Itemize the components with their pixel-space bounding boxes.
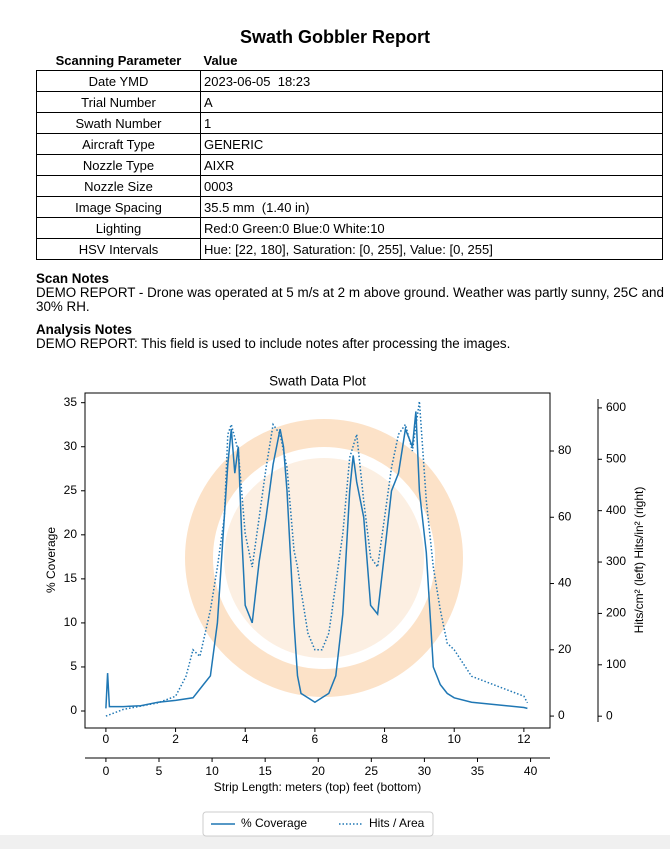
x-axis-label: Strip Length: meters (top) feet (bottom) <box>214 780 421 794</box>
y-axis-label: % Coverage <box>44 527 58 593</box>
y-tick-label: 10 <box>64 615 78 629</box>
scan-notes: Scan Notes DEMO REPORT - Drone was operat… <box>36 272 666 314</box>
table-cell: Swath Number <box>36 112 201 134</box>
header-cell: Value <box>203 52 238 68</box>
x2-tick-label: 15 <box>258 764 272 778</box>
watermark <box>185 419 463 697</box>
table-row: Trial Number A <box>36 91 663 113</box>
y3-tick-label: 300 <box>606 554 626 568</box>
y2-tick-label: 60 <box>558 509 572 523</box>
y2-tick-label: 40 <box>558 576 572 590</box>
note-text: DEMO REPORT - Drone was operated at 5 m/… <box>36 285 664 314</box>
table-cell: Red:0 Green:0 Blue:0 White:10 <box>200 217 663 239</box>
legend-label: Hits / Area <box>369 816 425 830</box>
y-tick-label: 30 <box>64 439 78 453</box>
parameter-table: Scanning Parameter Value Date YMD 2023-06-… <box>36 50 663 260</box>
x2-tick-label: 10 <box>205 764 219 778</box>
y2-tick-label: 80 <box>558 443 572 457</box>
x2-tick-label: 20 <box>312 764 326 778</box>
y-tick-label: 20 <box>64 527 78 541</box>
x2-tick-label: 30 <box>418 764 432 778</box>
x-tick-label: 0 <box>103 732 110 746</box>
plot-frame <box>84 392 551 729</box>
x-tick-label: 10 <box>448 732 462 746</box>
table-cell: Date YMD <box>36 70 201 92</box>
y3-tick-label: 100 <box>606 657 626 671</box>
series-line <box>105 411 528 710</box>
series-line <box>105 401 529 717</box>
y3-tick-label: 0 <box>606 708 613 722</box>
table-cell: 35.5 mm (1.40 in) <box>200 196 663 218</box>
x-tick-label: 4 <box>242 732 249 746</box>
chart-title: Swath Data Plot <box>269 374 366 389</box>
x-tick-label: 8 <box>381 732 388 746</box>
table-row: HSV Intervals Hue: [22, 180], Saturation:… <box>36 238 663 260</box>
table-row: Lighting Red:0 Green:0 Blue:0 White:10 <box>36 217 663 239</box>
legend-box <box>202 811 434 837</box>
y-tick-label: 35 <box>64 395 78 409</box>
y3-tick-label: 500 <box>606 451 626 465</box>
y2-tick-label: 20 <box>558 642 572 656</box>
x2-tick-label: 5 <box>156 764 163 778</box>
x2-tick-label: 40 <box>524 764 538 778</box>
analysis-notes: Analysis Notes DEMO REPORT: This field is… <box>36 323 666 351</box>
x2-tick-label: 0 <box>103 764 110 778</box>
x-tick-label: 2 <box>172 732 179 746</box>
note-text: DEMO REPORT: This field is used to inclu… <box>36 336 511 351</box>
y2-tick-label: 0 <box>558 708 565 722</box>
x-tick-label: 12 <box>517 732 531 746</box>
y3-tick-label: 200 <box>606 606 626 620</box>
header-cell: Scanning Parameter <box>55 52 182 68</box>
y-tick-label: 15 <box>64 571 78 585</box>
report-title: Swath Gobbler Report <box>239 27 430 47</box>
y3-tick-label: 600 <box>606 400 626 414</box>
y-tick-label: 0 <box>70 703 77 717</box>
y3-tick-label: 400 <box>606 503 626 517</box>
footer-band <box>0 835 670 849</box>
watermark <box>224 458 424 658</box>
y2-axis-label: Hits/cm² (left) Hits/in² (right) <box>632 487 646 634</box>
legend-label: % Coverage <box>241 816 307 830</box>
x2-tick-label: 25 <box>365 764 379 778</box>
table-cell: Nozzle Size <box>36 175 201 197</box>
table-row: Image Spacing 35.5 mm (1.40 in) <box>36 196 663 218</box>
x2-tick-label: 35 <box>471 764 485 778</box>
table-row: Swath Number 1 <box>36 112 663 134</box>
note-heading: Scan Notes <box>36 271 109 286</box>
table-cell: Hue: [22, 180], Saturation: [0, 255], Va… <box>200 238 663 260</box>
table-row: Nozzle Size 0003 <box>36 175 663 197</box>
note-heading: Analysis Notes <box>36 322 133 337</box>
table-cell: HSV Intervals <box>36 238 201 260</box>
y-tick-label: 5 <box>70 659 77 673</box>
x-tick-label: 6 <box>312 732 319 746</box>
table-cell: Lighting <box>36 217 201 239</box>
y-tick-label: 25 <box>64 483 78 497</box>
